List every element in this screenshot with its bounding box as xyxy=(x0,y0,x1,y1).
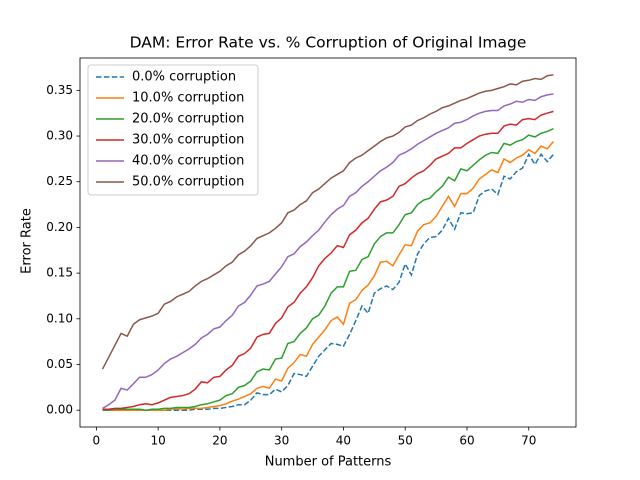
plot-frame xyxy=(79,57,577,428)
x-axis-label: Number of Patterns xyxy=(265,455,392,470)
y-tick-label: 0.10 xyxy=(46,311,73,325)
legend-label: 40.0% corruption xyxy=(132,154,244,169)
series-line xyxy=(102,128,554,411)
x-tick-label: 0 xyxy=(93,434,101,448)
chart-title: DAM: Error Rate vs. % Corruption of Orig… xyxy=(130,34,527,52)
x-tick-label: 20 xyxy=(212,434,227,448)
x-tick-label: 40 xyxy=(336,434,351,448)
y-tick-label: 0.05 xyxy=(46,357,73,371)
x-tick-label: 70 xyxy=(521,434,536,448)
series-line xyxy=(102,110,554,411)
legend-label: 50.0% corruption xyxy=(132,175,244,190)
series-line xyxy=(101,74,554,370)
legend-label: 10.0% corruption xyxy=(132,91,244,106)
x-tick-label: 60 xyxy=(459,434,474,448)
y-tick-label: 0.15 xyxy=(46,266,73,280)
y-tick-label: 0.25 xyxy=(46,174,73,188)
series-line xyxy=(102,152,555,411)
y-tick-label: 0.20 xyxy=(46,220,73,234)
y-tick-label: 0.00 xyxy=(46,403,73,417)
x-tick-label: 50 xyxy=(398,434,413,448)
y-axis-label: Error Rate xyxy=(20,208,35,274)
y-tick-label: 0.30 xyxy=(46,129,73,143)
legend-label: 30.0% corruption xyxy=(132,133,244,148)
legend: 0.0% corruption 10.0% corruption 20.0% cor… xyxy=(87,64,259,196)
x-tick-label: 10 xyxy=(150,434,165,448)
series-line xyxy=(102,93,554,410)
legend-label: 0.0% corruption xyxy=(132,70,236,85)
y-tick-label: 0.35 xyxy=(46,83,73,97)
legend-box xyxy=(87,64,259,196)
legend-label: 20.0% corruption xyxy=(132,112,244,127)
x-tick-label: 30 xyxy=(274,434,289,448)
series-line xyxy=(102,141,555,411)
